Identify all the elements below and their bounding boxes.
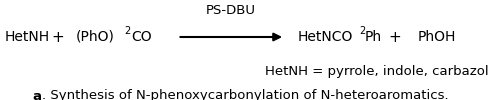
Text: a: a (32, 90, 42, 100)
Text: PhOH: PhOH (418, 30, 456, 44)
Text: HetNH = pyrrole, indole, carbazol: HetNH = pyrrole, indole, carbazol (265, 66, 488, 78)
Text: PS-DBU: PS-DBU (206, 4, 256, 16)
Text: HetNCO: HetNCO (298, 30, 353, 44)
Text: HetNH: HetNH (5, 30, 50, 44)
Text: Ph: Ph (365, 30, 382, 44)
Text: 2: 2 (124, 26, 130, 36)
Text: +: + (388, 30, 402, 44)
Text: (PhO): (PhO) (76, 30, 115, 44)
Text: 2: 2 (359, 26, 365, 36)
Text: . Synthesis of N-phenoxycarbonylation of N-heteroaromatics.: . Synthesis of N-phenoxycarbonylation of… (42, 90, 448, 100)
Text: +: + (51, 30, 64, 44)
Text: CO: CO (131, 30, 152, 44)
